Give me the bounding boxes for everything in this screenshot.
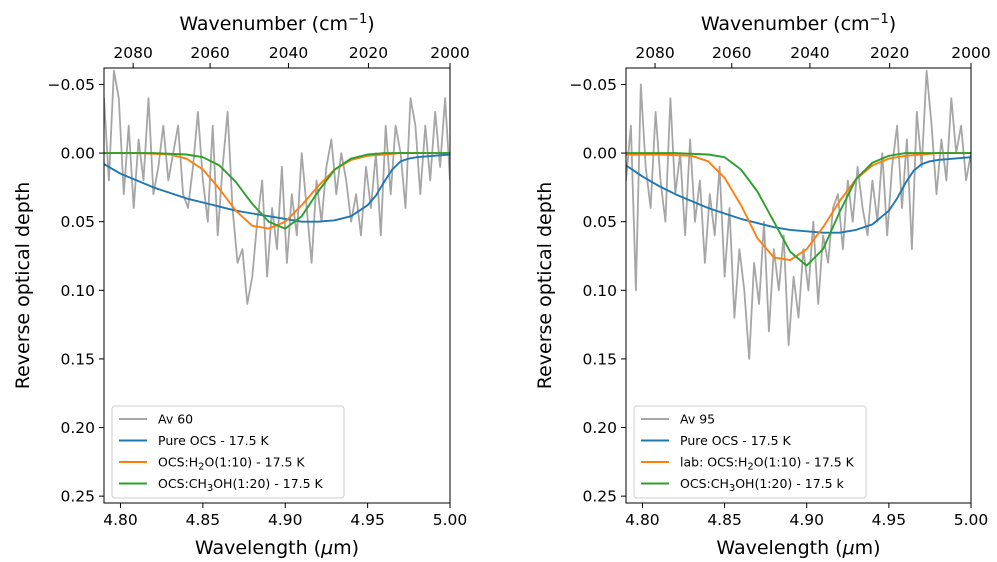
series-group: [104, 69, 450, 305]
series-line-3: [626, 152, 971, 262]
x2-tick-label: 2040: [790, 44, 829, 62]
legend-box: [633, 405, 867, 499]
series-line-3: [104, 152, 450, 230]
legend-label: OCS:CH3​OH(1:20) - 17.5 k: [680, 476, 845, 494]
series-line-2: [626, 156, 971, 234]
y-tick-label: 0.25: [582, 488, 617, 506]
chart-panel-1: 4.80 4.85 4.90 4.95 5.00 2080 2060 2040 2020 2000…: [12, 12, 470, 559]
y-tick-label: 0.05: [60, 213, 95, 231]
chart-panel-2: 4.80 4.85 4.90 4.95 5.00 2080 2060 2040 2020 2000…: [534, 12, 991, 559]
y-axis-label: Reverse optical depth: [534, 182, 556, 390]
x2-tick-label: 2060: [190, 44, 229, 62]
y-tick-label: 0.15: [582, 350, 617, 368]
y-tick-label: 0.10: [582, 282, 617, 300]
x2-tick-label: 2020: [349, 44, 388, 62]
legend-label: lab: OCS:H2​O(1:10) - 17.5 K: [680, 455, 855, 473]
y-tick-label: 0.00: [60, 145, 95, 163]
x-tick-label: 5.00: [433, 511, 468, 529]
y-tick-label: 0.05: [582, 213, 617, 231]
x-tick-label: 5.00: [954, 511, 989, 529]
x-tick-label: 4.80: [103, 511, 138, 529]
y-tick-label: −0.05: [48, 76, 96, 94]
y-axis-label: Reverse optical depth: [12, 182, 34, 390]
legend-label: OCS:CH3​OH(1:20) - 17.5 K: [158, 476, 324, 494]
series-line-1: [104, 69, 450, 305]
legend-box: [111, 405, 345, 499]
y-tick-label: 0.10: [60, 282, 95, 300]
x-tick-label: 4.90: [789, 511, 824, 529]
x-axis-label: Wavelength (μm): [195, 537, 359, 559]
legend-label: Pure OCS - 17.5 K: [680, 433, 792, 448]
x-axis-label: Wavelength (μm): [716, 537, 880, 559]
y-tick-label: −0.05: [570, 76, 618, 94]
legend-label: Av 95: [680, 412, 715, 427]
x-tick-label: 4.90: [268, 511, 303, 529]
y-tick-label: 0.25: [60, 488, 95, 506]
legend-label: Pure OCS - 17.5 K: [158, 433, 270, 448]
x2-tick-label: 2080: [113, 44, 152, 62]
series-line-2: [104, 153, 450, 223]
x2-tick-label: 2000: [430, 44, 469, 62]
x-tick-label: 4.85: [707, 511, 742, 529]
x-tick-label: 4.80: [625, 511, 660, 529]
plot-frame: [103, 67, 451, 504]
series-line-4: [104, 152, 450, 230]
x2-tick-label: 2040: [269, 44, 308, 62]
legend-label: Av 60: [158, 412, 193, 427]
y-tick-label: 0.20: [60, 419, 95, 437]
x2-tick-label: 2000: [951, 44, 990, 62]
y-tick-label: 0.20: [582, 419, 617, 437]
series-line-1: [626, 69, 971, 360]
x2-axis-label: Wavenumber (cm−1​): [701, 12, 896, 35]
legend: Av 95 Pure OCS - 17.5 K lab: OCS:H2​O(1:10…: [633, 405, 867, 499]
x2-tick-label: 2060: [712, 44, 751, 62]
x2-tick-label: 2020: [870, 44, 909, 62]
x-tick-label: 4.95: [350, 511, 385, 529]
y-tick-label: 0.00: [582, 145, 617, 163]
plot-frame: [625, 67, 972, 504]
series-line-4: [626, 152, 971, 267]
legend: Av 60 Pure OCS - 17.5 K OCS:H2​O(1:10) - 1…: [111, 405, 345, 499]
x2-axis-label: Wavenumber (cm−1​): [179, 12, 374, 35]
x-tick-label: 4.85: [186, 511, 221, 529]
y-tick-label: 0.15: [60, 350, 95, 368]
legend-label: OCS:H2​O(1:10) - 17.5 K: [158, 455, 305, 473]
series-group: [626, 69, 971, 360]
x-tick-label: 4.95: [872, 511, 907, 529]
x2-tick-label: 2080: [635, 44, 674, 62]
